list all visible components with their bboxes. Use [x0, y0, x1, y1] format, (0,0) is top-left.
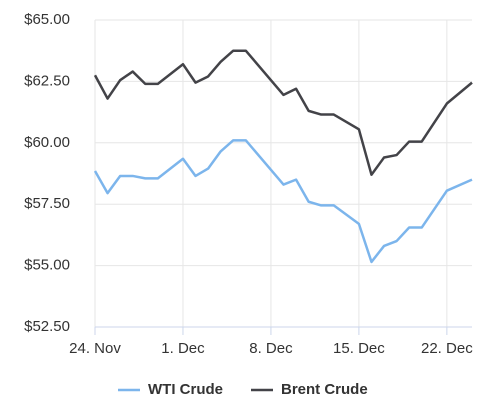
y-tick-label: $57.50 [24, 195, 70, 212]
y-tick-label: $62.50 [24, 72, 70, 89]
y-tick-label: $65.00 [24, 11, 70, 28]
series-line [93, 49, 473, 176]
x-tick-label: 8. Dec [249, 340, 293, 357]
x-tick-label: 15. Dec [333, 340, 385, 357]
y-tick-label: $52.50 [24, 318, 70, 335]
y-tick-label: $55.00 [24, 257, 70, 274]
legend-label: Brent Crude [281, 381, 368, 398]
y-tick-label: $60.00 [24, 134, 70, 151]
x-tick-label: 1. Dec [161, 340, 205, 357]
legend-label: WTI Crude [148, 381, 223, 398]
x-tick-label: 22. Dec [421, 340, 473, 357]
x-tick-label: 24. Nov [69, 340, 121, 357]
series-line [93, 139, 473, 264]
